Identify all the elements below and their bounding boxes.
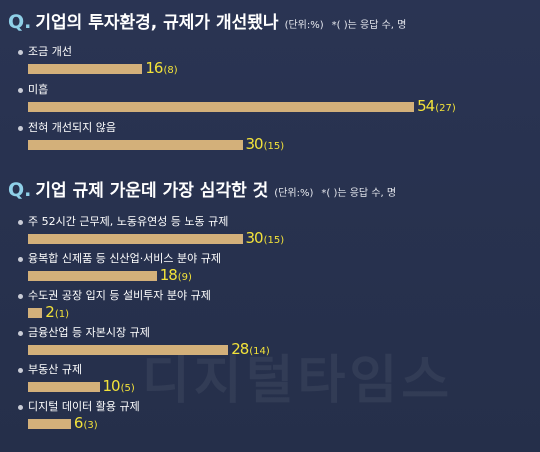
value-number: 54: [417, 97, 435, 115]
response-count: (3): [83, 420, 98, 431]
chart2-row: 주 52시간 근무제, 노동유연성 등 노동 규제 30(15): [0, 212, 540, 252]
value-bar: [28, 64, 143, 74]
value-bar: [28, 308, 43, 318]
value-number: 2: [45, 303, 54, 321]
bullet-dot: [18, 50, 23, 55]
value-label: 30(15): [246, 133, 285, 158]
value-label: 6(3): [74, 412, 98, 437]
category-label: 조금 개선: [28, 45, 72, 58]
value-number: 16: [145, 59, 163, 77]
bullet-dot: [18, 294, 23, 299]
category-label: 디지털 데이터 활용 규제: [28, 400, 140, 413]
value-label: 18(9): [160, 264, 192, 289]
value-bar: [28, 234, 243, 244]
value-bar: [28, 271, 157, 281]
value-number: 18: [159, 266, 178, 284]
watermark: 디지털타임스: [142, 351, 454, 411]
chart1-row: 미흡 54(27): [0, 80, 540, 120]
chart2-note: *( )는 응답 수, 명: [321, 188, 397, 199]
chart1-row: 조금 개선 16(8): [0, 42, 540, 82]
value-number: 30: [245, 229, 264, 247]
chart2-row: 금융산업 등 자본시장 규제 28(14): [0, 323, 540, 363]
bullet-dot: [18, 220, 23, 225]
bullet-dot: [18, 257, 23, 262]
value-label: 30(15): [246, 227, 285, 252]
value-number: 6: [73, 414, 83, 432]
response-count: (14): [249, 346, 270, 357]
response-count: (1): [54, 309, 70, 320]
value-number: 28: [231, 340, 249, 358]
value-number: 10: [102, 377, 121, 395]
value-label: 10(5): [103, 375, 135, 400]
category-label: 금융산업 등 자본시장 규제: [28, 326, 150, 339]
value-label: 2(1): [45, 301, 69, 326]
value-bar: [28, 140, 243, 150]
category-label: 수도권 공장 입지 등 설비투자 분야 규제: [28, 289, 211, 302]
category-label: 부동산 규제: [28, 363, 83, 376]
category-label: 융복합 신제품 등 신산업·서비스 분야 규제: [28, 252, 222, 265]
value-number: 30: [245, 135, 264, 153]
chart2-unit: (단위:%): [274, 188, 314, 199]
chart2-row: 디지털 데이터 활용 규제 6(3): [0, 397, 540, 437]
value-bar: [28, 382, 100, 392]
response-count: (8): [163, 65, 178, 76]
chart1-unit: (단위:%): [284, 20, 324, 31]
bullet-dot: [18, 126, 23, 131]
value-bar: [28, 345, 229, 355]
value-bar: [28, 102, 415, 112]
bullet-dot: [18, 331, 23, 336]
bullet-dot: [18, 405, 23, 410]
chart2-q-mark: Q.: [8, 179, 32, 201]
chart1-heading: Q. 기업의 투자환경, 규제가 개선됐나 (단위:%) *( )는 응답 수, 명: [8, 8, 406, 33]
chart1-title: 기업의 투자환경, 규제가 개선됐나: [35, 13, 279, 33]
value-label: 54(27): [417, 95, 456, 120]
response-count: (27): [435, 103, 456, 114]
category-label: 주 52시간 근무제, 노동유연성 등 노동 규제: [28, 215, 229, 228]
chart2-row: 부동산 규제 10(5): [0, 360, 540, 400]
category-label: 전혀 개선되지 않음: [28, 121, 116, 134]
response-count: (5): [120, 383, 135, 394]
bullet-dot: [18, 88, 23, 93]
chart1-row: 전혀 개선되지 않음 30(15): [0, 118, 540, 158]
chart2-heading: Q. 기업 규제 가운데 가장 심각한 것 (단위:%) *( )는 응답 수, 명: [8, 176, 396, 201]
value-bar: [28, 419, 71, 429]
value-label: 16(8): [145, 57, 177, 82]
chart1-q-mark: Q.: [8, 11, 32, 33]
chart1-note: *( )는 응답 수, 명: [331, 20, 407, 31]
bullet-dot: [18, 368, 23, 373]
chart2-title: 기업 규제 가운데 가장 심각한 것: [35, 181, 269, 201]
chart2-row: 융복합 신제품 등 신산업·서비스 분야 규제 18(9): [0, 249, 540, 289]
value-label: 28(14): [231, 338, 270, 363]
category-label: 미흡: [28, 83, 49, 96]
chart2-row: 수도권 공장 입지 등 설비투자 분야 규제 2(1): [0, 286, 540, 326]
response-count: (15): [263, 141, 285, 152]
response-count: (9): [177, 272, 192, 283]
response-count: (15): [263, 235, 285, 246]
